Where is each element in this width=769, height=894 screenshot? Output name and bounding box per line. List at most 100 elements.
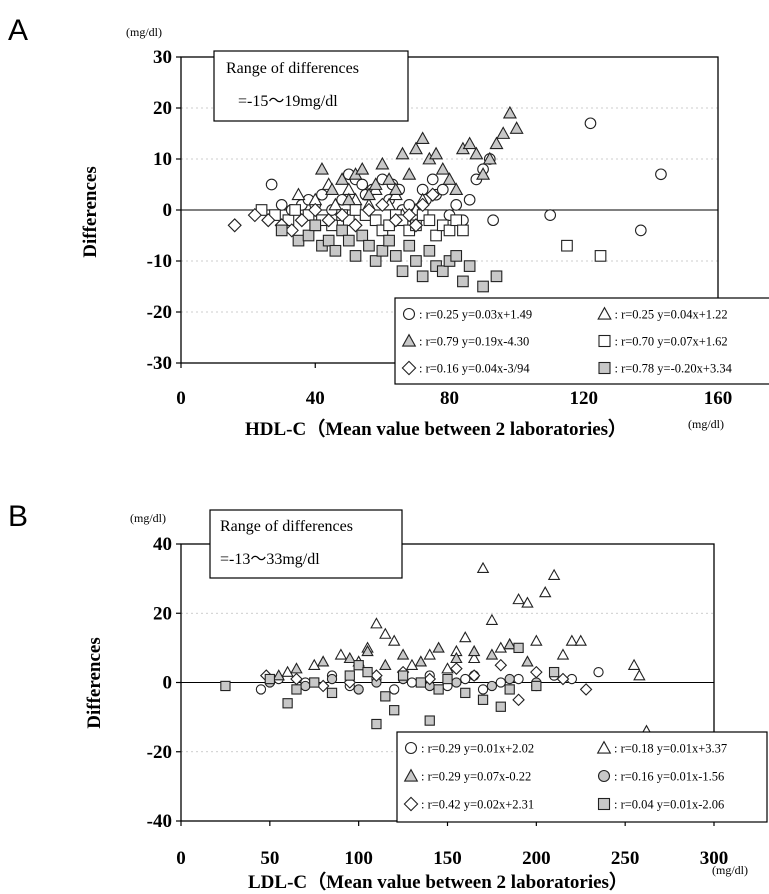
data-point-circle-gray xyxy=(326,673,338,685)
data-point-triangle-white xyxy=(547,568,561,580)
data-point-square-white xyxy=(443,224,456,237)
data-point-triangle-gray xyxy=(379,658,392,670)
data-point-diamond-white xyxy=(415,197,430,213)
range-box-value-a: =-15～19mg/dl xyxy=(238,93,338,110)
data-point-triangle-white xyxy=(387,634,401,646)
panel-letter-a: A xyxy=(8,14,28,47)
range-box-title-b: Range of differences xyxy=(220,518,353,535)
range-box-value-b: =-13～33mg/dl xyxy=(220,551,320,568)
data-point-diamond-white xyxy=(512,693,525,707)
data-point-triangle-gray xyxy=(496,126,511,139)
data-point-square-gray xyxy=(477,280,489,293)
data-point-square-gray xyxy=(424,715,435,726)
data-point-square-gray xyxy=(363,239,375,252)
data-point-square-gray xyxy=(309,219,322,232)
data-point-square-gray xyxy=(264,673,275,685)
data-point-triangle-gray xyxy=(335,172,350,185)
data-point-triangle-gray xyxy=(502,105,517,119)
legend-entry: : r=0.42 y=0.02x+2.31 xyxy=(421,798,534,812)
data-point-square-gray xyxy=(442,673,453,685)
legend-marker-diamond-white xyxy=(403,796,419,812)
data-point-triangle-gray xyxy=(432,641,445,653)
data-point-triangle-gray xyxy=(382,172,397,185)
data-point-diamond-white xyxy=(530,665,543,679)
data-point-square-gray xyxy=(326,687,338,699)
data-point-circle-gray xyxy=(486,680,498,692)
data-point-triangle-gray xyxy=(415,131,430,145)
y-tick-label: -40 xyxy=(147,811,172,832)
data-point-triangle-white xyxy=(512,592,525,605)
data-point-triangle-white xyxy=(281,665,294,677)
legend-marker-triangle-gray xyxy=(401,333,417,347)
data-point-triangle-white xyxy=(328,197,343,211)
range-box-frame-a xyxy=(213,50,409,122)
data-point-triangle-gray xyxy=(429,146,444,160)
data-point-square-white xyxy=(430,229,442,242)
data-point-square-gray xyxy=(410,255,422,267)
legend-entry: : r=0.79 y=0.19x-4.30 xyxy=(419,335,529,349)
data-point-circle-gray xyxy=(504,673,515,685)
legend-entry: : r=0.29 y=0.01x+2.02 xyxy=(421,742,534,756)
panel-letter-b: B xyxy=(8,500,28,533)
legend-marker-circle-gray xyxy=(597,769,611,783)
data-point-triangle-gray xyxy=(355,161,370,175)
legend-marker-square-gray xyxy=(598,361,611,375)
legend-entry: : r=0.25 y=0.03x+1.49 xyxy=(419,308,532,322)
data-point-square-gray xyxy=(436,265,449,278)
y-tick-label: 20 xyxy=(153,603,172,624)
data-point-triangle-gray xyxy=(467,644,481,657)
data-point-circle-white xyxy=(255,684,267,695)
data-point-square-gray xyxy=(504,684,515,695)
y-tick-label: 20 xyxy=(153,98,172,119)
legend-entry: : r=0.04 y=0.01x-2.06 xyxy=(614,798,724,812)
data-point-square-gray xyxy=(353,660,364,671)
data-point-triangle-gray xyxy=(462,136,477,150)
y-tick-label: -30 xyxy=(147,353,172,374)
y-tick-label: -20 xyxy=(147,742,172,763)
data-point-circle-white xyxy=(544,209,557,221)
data-point-square-gray xyxy=(336,224,348,237)
data-point-triangle-white xyxy=(627,658,641,670)
y-axis-title-a: Differences xyxy=(80,166,101,257)
data-point-circle-white xyxy=(655,168,667,181)
x-tick-label: 120 xyxy=(570,388,599,409)
data-point-square-gray xyxy=(369,255,382,267)
data-point-square-gray xyxy=(460,687,471,699)
data-point-circle-white xyxy=(634,224,647,237)
data-point-square-gray xyxy=(450,250,463,262)
range-box-title-a: Range of differences xyxy=(226,60,359,77)
legend-entry: : r=0.16 y=0.04x-3/94 xyxy=(419,362,530,376)
data-point-triangle-white xyxy=(423,648,436,660)
data-point-triangle-gray xyxy=(272,669,285,681)
x-tick-label: 0 xyxy=(176,388,186,409)
x-axis-title-a: HDL-C（Mean value between 2 laboratories） xyxy=(245,417,627,440)
y-tick-label: -10 xyxy=(147,251,172,272)
data-point-triangle-gray xyxy=(361,644,374,657)
data-point-square-gray xyxy=(342,234,355,247)
data-point-square-gray xyxy=(376,244,389,257)
data-point-triangle-gray xyxy=(396,648,410,660)
x-tick-label: 80 xyxy=(440,388,459,409)
data-point-square-white xyxy=(561,239,573,252)
data-point-triangle-gray xyxy=(395,146,410,160)
data-point-square-gray xyxy=(282,698,293,709)
data-point-circle-white xyxy=(513,673,524,685)
data-point-triangle-gray xyxy=(408,141,423,155)
x-tick-label: 50 xyxy=(260,848,279,869)
data-point-square-white xyxy=(594,250,607,262)
data-point-square-gray xyxy=(292,234,305,247)
legend-entry: : r=0.78 y=-0.20x+3.34 xyxy=(615,362,733,376)
data-point-diamond-white xyxy=(579,683,593,696)
data-point-square-gray xyxy=(329,244,342,257)
data-point-square-gray xyxy=(302,229,315,242)
data-point-diamond-white xyxy=(425,187,440,202)
data-point-square-gray xyxy=(403,239,416,252)
y-unit-label-a: (mg/dl) xyxy=(126,25,162,39)
range-box-frame-b xyxy=(209,509,403,579)
legend-marker-square-gray xyxy=(597,797,611,811)
data-point-diamond-white xyxy=(316,679,330,693)
data-point-triangle-white xyxy=(334,648,348,660)
data-point-triangle-white xyxy=(459,631,472,643)
x-unit-label-a: (mg/dl) xyxy=(688,417,724,431)
